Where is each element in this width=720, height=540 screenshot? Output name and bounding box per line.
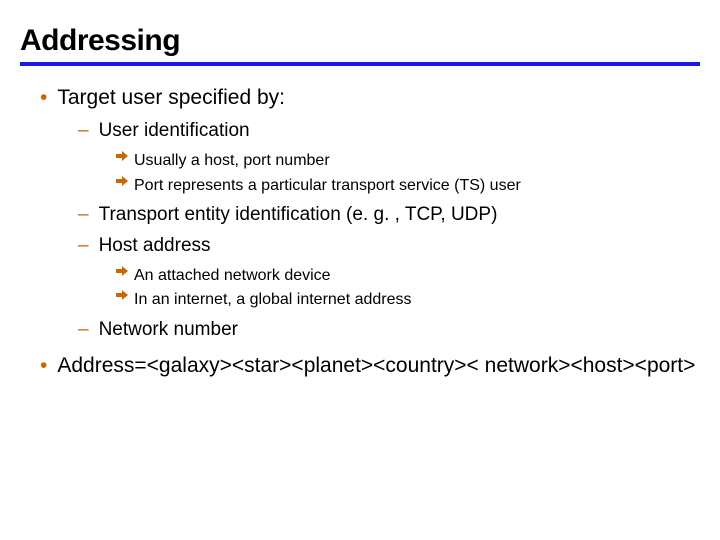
list-item: – User identification — [78, 119, 700, 144]
list-item: • Address=<galaxy><star><planet><country… — [40, 352, 700, 379]
list-item-text: Network number — [99, 318, 238, 343]
list-item: In an internet, a global internet addres… — [116, 289, 700, 311]
list-item: An attached network device — [116, 265, 700, 287]
bullet-level2-icon: – — [78, 234, 89, 259]
bullet-level2-icon: – — [78, 203, 89, 228]
arrow-icon — [116, 289, 128, 301]
list-item-text: Address=<galaxy><star><planet><country><… — [57, 352, 695, 379]
bullet-level1-icon: • — [40, 84, 47, 111]
arrow-icon — [116, 150, 128, 162]
list-item: Port represents a particular transport s… — [116, 175, 700, 197]
list-item: – Network number — [78, 318, 700, 343]
list-item-text: Usually a host, port number — [134, 150, 330, 172]
arrow-icon — [116, 265, 128, 277]
arrow-icon — [116, 175, 128, 187]
title-underline — [20, 62, 700, 66]
list-item-text: Target user specified by: — [57, 84, 285, 111]
list-item-text: Port represents a particular transport s… — [134, 175, 521, 197]
list-item: – Host address — [78, 234, 700, 259]
bullet-level1-icon: • — [40, 352, 47, 379]
list-item-text: In an internet, a global internet addres… — [134, 289, 412, 311]
list-item-text: Transport entity identification (e. g. ,… — [99, 203, 498, 228]
slide-title: Addressing — [20, 24, 700, 62]
bullet-level2-icon: – — [78, 318, 89, 343]
list-item: Usually a host, port number — [116, 150, 700, 172]
bullet-level2-icon: – — [78, 119, 89, 144]
list-item: • Target user specified by: — [40, 84, 700, 111]
list-item: – Transport entity identification (e. g.… — [78, 203, 700, 228]
list-item-text: An attached network device — [134, 265, 331, 287]
list-item-text: User identification — [99, 119, 250, 144]
list-item-text: Host address — [99, 234, 211, 259]
